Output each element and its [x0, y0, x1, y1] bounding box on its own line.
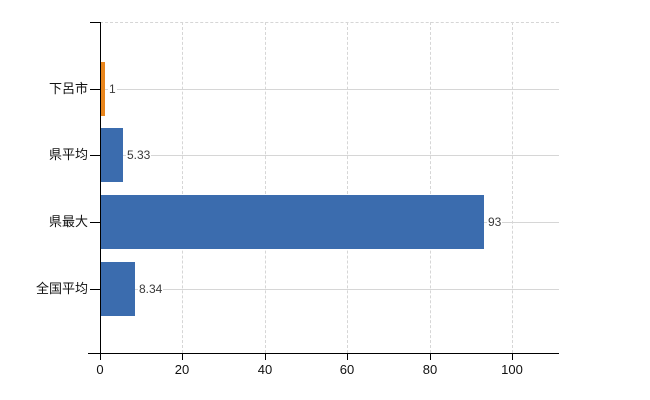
- v-gridline: [182, 22, 183, 353]
- y-tick: [90, 89, 100, 90]
- x-tick-label: 60: [339, 362, 355, 377]
- h-gridline: [100, 89, 559, 90]
- category-label: 県平均: [48, 147, 88, 162]
- v-gridline: [265, 22, 266, 353]
- bar-全国平均: [101, 262, 135, 316]
- x-tick-label: 20: [174, 362, 190, 377]
- plot-top-gridline: [100, 22, 559, 23]
- v-gridline: [347, 22, 348, 353]
- bar-value-label: 1: [108, 81, 117, 97]
- v-gridline: [430, 22, 431, 353]
- x-tick: [265, 353, 266, 360]
- bar-value-label: 8.34: [138, 281, 164, 297]
- x-axis-line: [88, 353, 559, 354]
- x-tick: [182, 353, 183, 360]
- x-tick: [430, 353, 431, 360]
- v-gridline: [512, 22, 513, 353]
- plot-area: 1 5.33 93 8.34: [100, 22, 559, 353]
- bar-県最大: [101, 195, 484, 249]
- x-tick: [512, 353, 513, 360]
- x-tick: [100, 353, 101, 360]
- x-tick: [347, 353, 348, 360]
- bar-value-label: 93: [487, 214, 503, 230]
- y-tick: [90, 155, 100, 156]
- h-gridline: [100, 155, 559, 156]
- y-axis-top-cap: [90, 22, 100, 23]
- h-gridline: [100, 289, 559, 290]
- x-tick-label: 40: [257, 362, 273, 377]
- bar-下呂市: [101, 62, 105, 116]
- y-tick: [90, 289, 100, 290]
- y-tick: [90, 222, 100, 223]
- category-label: 県最大: [48, 214, 88, 229]
- x-tick-label: 100: [501, 362, 523, 377]
- x-tick-label: 80: [422, 362, 438, 377]
- category-label: 全国平均: [35, 281, 88, 296]
- bar-県平均: [101, 128, 123, 182]
- x-tick-label: 0: [96, 362, 104, 377]
- bar-value-label: 5.33: [126, 147, 152, 163]
- category-label: 下呂市: [48, 81, 88, 96]
